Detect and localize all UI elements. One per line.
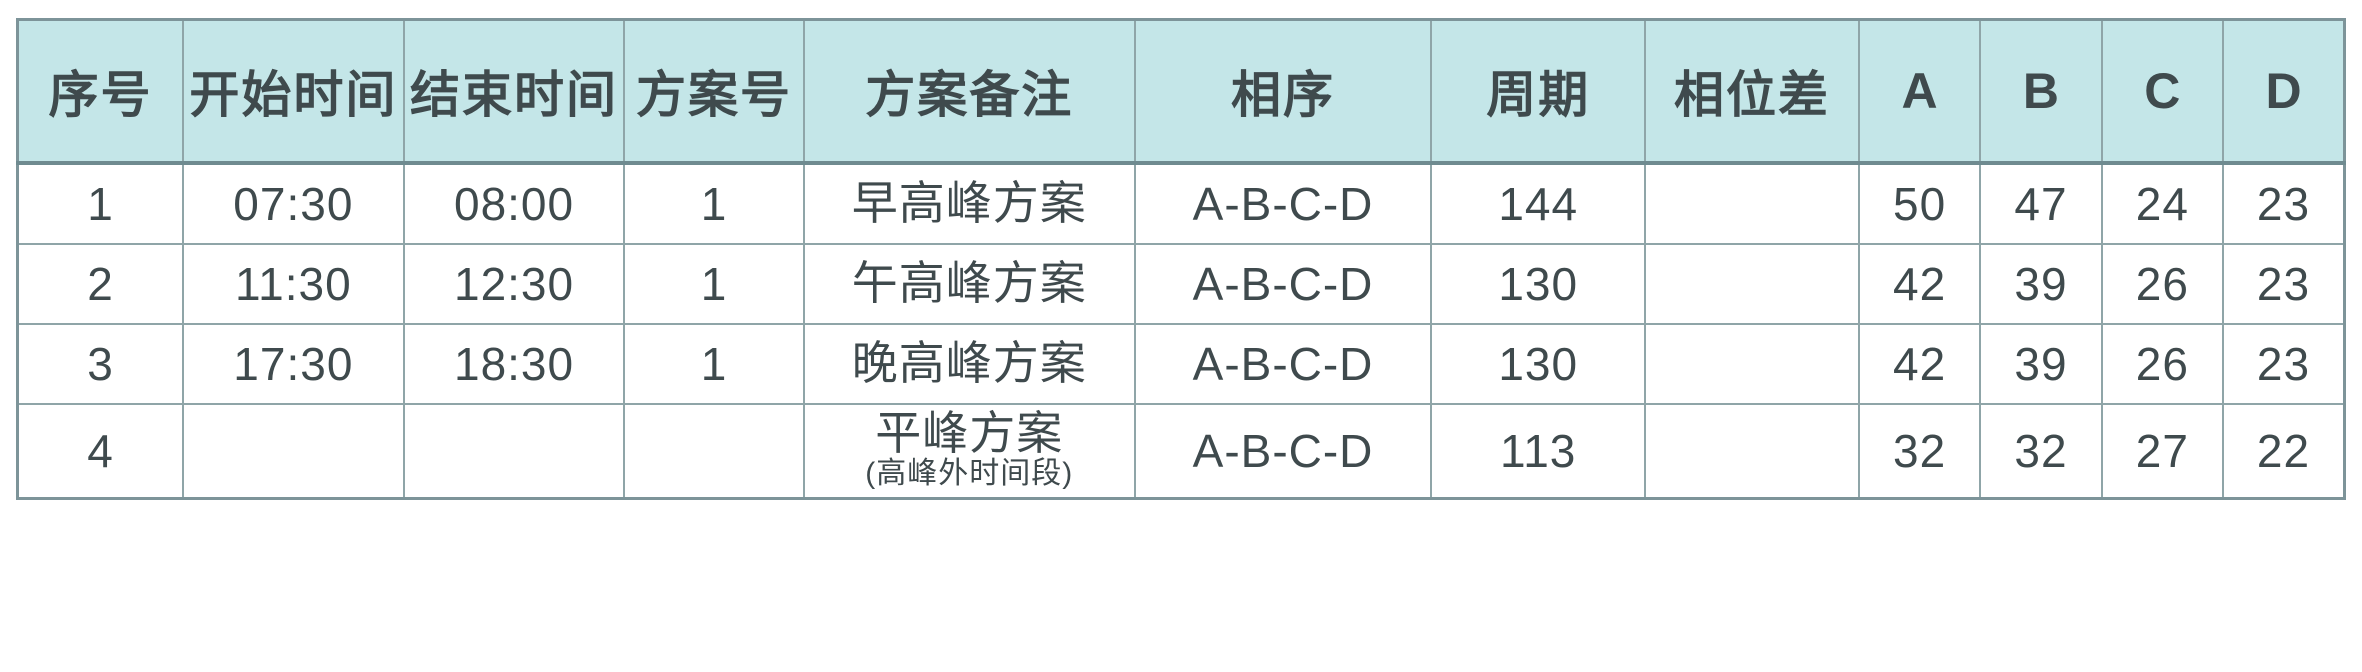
cell-offset (1644, 403, 1860, 500)
column-header-index: 序号 (16, 18, 185, 165)
column-header-c: C (2100, 18, 2225, 165)
cell-phase-seq: A-B-C-D (1133, 403, 1433, 500)
cell-remark-main: 平峰方案 (875, 407, 1064, 460)
table-body: 1 07:30 08:00 1 早高峰方案 A-B-C-D 144 50 47 … (16, 162, 2346, 500)
cell-offset (1644, 162, 1860, 245)
cell-d: 22 (2222, 403, 2346, 500)
table-row: 3 17:30 18:30 1 晚高峰方案 A-B-C-D 130 42 39 … (16, 323, 2346, 405)
column-header-phase-seq: 相序 (1133, 18, 1433, 165)
cell-index: 4 (16, 403, 185, 500)
cell-c: 24 (2100, 162, 2225, 245)
column-header-end: 结束时间 (402, 18, 626, 165)
cell-c: 26 (2100, 323, 2225, 405)
cell-b: 32 (1979, 403, 2103, 500)
cell-d: 23 (2222, 243, 2346, 325)
column-header-d: D (2222, 18, 2346, 165)
column-header-b: B (1979, 18, 2103, 165)
cell-end: 08:00 (402, 162, 626, 245)
timing-scheme-table: 序号 开始时间 结束时间 方案号 方案备注 相序 周期 相位差 A B C D … (16, 18, 2346, 500)
table-header: 序号 开始时间 结束时间 方案号 方案备注 相序 周期 相位差 A B C D (16, 18, 2346, 165)
cell-index: 2 (16, 243, 185, 325)
column-header-offset: 相位差 (1644, 18, 1860, 165)
cell-offset (1644, 323, 1860, 405)
timing-scheme-table-container: 序号 开始时间 结束时间 方案号 方案备注 相序 周期 相位差 A B C D … (16, 18, 2346, 500)
cell-d: 23 (2222, 162, 2346, 245)
cell-d: 23 (2222, 323, 2346, 405)
cell-scheme-no: 1 (623, 323, 805, 405)
cell-end: 12:30 (402, 243, 626, 325)
cell-offset (1644, 243, 1860, 325)
table-row: 4 平峰方案 (高峰外时间段) A-B-C-D 113 32 32 27 22 (16, 403, 2346, 500)
cell-cycle: 144 (1430, 162, 1647, 245)
cell-cycle: 130 (1430, 323, 1647, 405)
cell-index: 3 (16, 323, 185, 405)
cell-start: 07:30 (182, 162, 405, 245)
column-header-cycle: 周期 (1430, 18, 1647, 165)
cell-phase-seq: A-B-C-D (1133, 243, 1433, 325)
cell-remark: 早高峰方案 (802, 162, 1136, 245)
column-header-a: A (1857, 18, 1982, 165)
cell-scheme-no: 1 (623, 243, 805, 325)
cell-remark: 平峰方案 (高峰外时间段) (802, 403, 1136, 500)
cell-end: 18:30 (402, 323, 626, 405)
cell-b: 47 (1979, 162, 2103, 245)
cell-remark: 晚高峰方案 (802, 323, 1136, 405)
cell-remark-sub: (高峰外时间段) (865, 457, 1074, 491)
cell-cycle: 113 (1430, 403, 1647, 500)
cell-remark-main: 晚高峰方案 (851, 336, 1087, 389)
table-row: 1 07:30 08:00 1 早高峰方案 A-B-C-D 144 50 47 … (16, 162, 2346, 245)
cell-remark: 午高峰方案 (802, 243, 1136, 325)
cell-start: 17:30 (182, 323, 405, 405)
table-header-row: 序号 开始时间 结束时间 方案号 方案备注 相序 周期 相位差 A B C D (16, 18, 2346, 165)
cell-remark-main: 午高峰方案 (851, 256, 1087, 309)
cell-c: 27 (2100, 403, 2225, 500)
cell-a: 42 (1857, 323, 1982, 405)
column-header-scheme-no: 方案号 (623, 18, 805, 165)
cell-scheme-no: 1 (623, 162, 805, 245)
cell-end (402, 403, 626, 500)
cell-remark-main: 早高峰方案 (851, 176, 1087, 229)
cell-a: 42 (1857, 243, 1982, 325)
table-row: 2 11:30 12:30 1 午高峰方案 A-B-C-D 130 42 39 … (16, 243, 2346, 325)
cell-phase-seq: A-B-C-D (1133, 323, 1433, 405)
cell-b: 39 (1979, 323, 2103, 405)
cell-start: 11:30 (182, 243, 405, 325)
column-header-start: 开始时间 (182, 18, 405, 165)
cell-cycle: 130 (1430, 243, 1647, 325)
cell-phase-seq: A-B-C-D (1133, 162, 1433, 245)
cell-a: 32 (1857, 403, 1982, 500)
cell-b: 39 (1979, 243, 2103, 325)
cell-scheme-no (623, 403, 805, 500)
cell-a: 50 (1857, 162, 1982, 245)
cell-index: 1 (16, 162, 185, 245)
column-header-remark: 方案备注 (802, 18, 1136, 165)
cell-start (182, 403, 405, 500)
cell-c: 26 (2100, 243, 2225, 325)
